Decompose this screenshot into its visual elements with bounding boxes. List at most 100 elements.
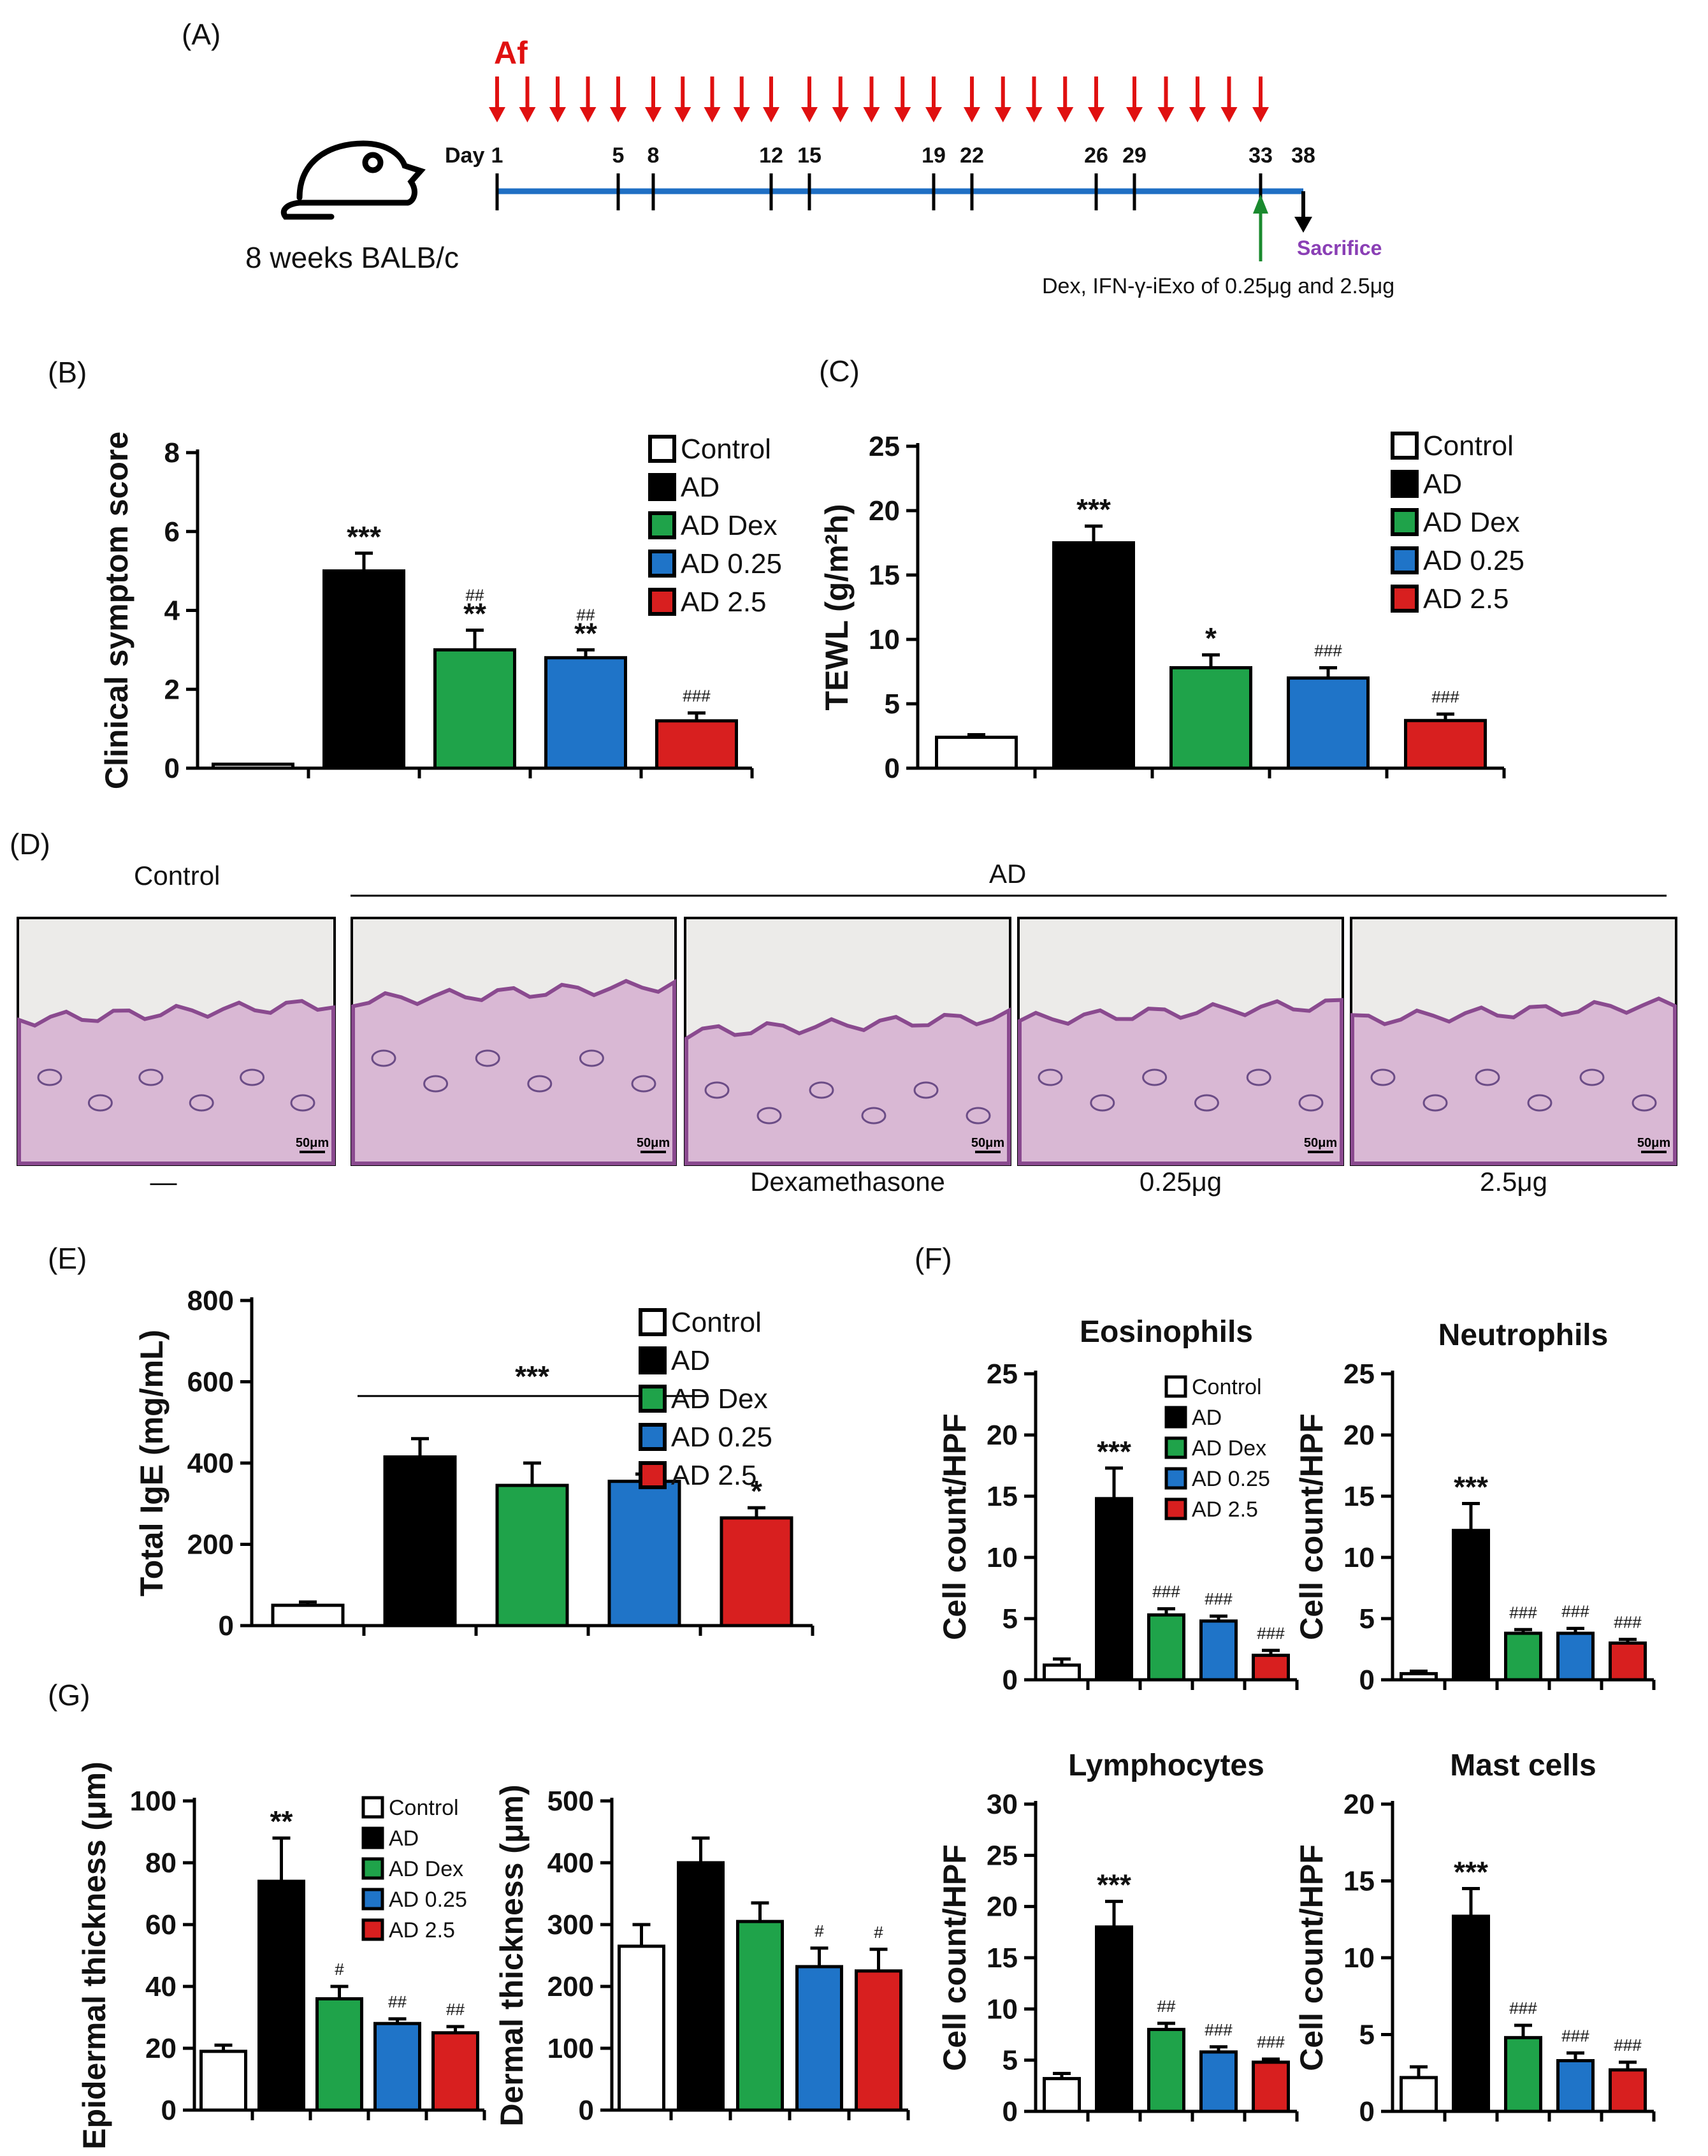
af-arrow-head <box>1252 107 1269 122</box>
bar-ad-2-5 <box>655 719 738 770</box>
af-arrow-head <box>1025 107 1043 122</box>
af-arrow-head <box>832 107 849 122</box>
day-label: Day <box>445 143 484 168</box>
histology-image-5: 50μm 2.5μg <box>1350 917 1677 1197</box>
hair-follicle <box>189 1094 214 1112</box>
y-tick-label: 4 <box>164 595 180 627</box>
bar-ad-2-5 <box>1252 2060 1290 2113</box>
day-12-label: 12 <box>759 143 783 168</box>
legend-label: AD 0.25 <box>389 1888 467 1912</box>
scale-bar-label: 50μm <box>637 1136 670 1150</box>
legend-swatch <box>648 550 676 578</box>
bar-ad-dex <box>1147 1613 1185 1682</box>
y-tick-label: 10 <box>1343 1942 1375 1974</box>
hair-follicle <box>809 1081 834 1099</box>
hair-follicle <box>1194 1094 1219 1112</box>
hair-follicle <box>966 1107 991 1125</box>
hair-follicle <box>1038 1068 1063 1086</box>
legend-label: AD 2.5 <box>1192 1497 1258 1522</box>
day-5-label: 5 <box>612 143 625 168</box>
ad-header: AD <box>989 859 1026 889</box>
y-tick-label: 20 <box>869 495 900 527</box>
hair-follicle <box>704 1081 730 1099</box>
tissue-section <box>1350 996 1677 1165</box>
legend-swatch <box>1164 1436 1187 1459</box>
y-axis-label: Clinical symptom score <box>99 432 134 789</box>
af-arrow-head <box>1157 107 1175 122</box>
significance-stars: *** <box>347 520 381 553</box>
histology-caption: 0.25μg <box>1140 1167 1222 1197</box>
y-tick-label: 2 <box>164 674 180 705</box>
hair-follicle <box>1370 1068 1396 1086</box>
histology-caption: 2.5μg <box>1480 1167 1547 1197</box>
legend-label: AD Dex <box>389 1857 463 1881</box>
significance-hashes: ### <box>1205 1589 1233 1608</box>
hair-follicle <box>1246 1068 1271 1086</box>
legend-swatch <box>361 1796 384 1819</box>
af-arrow-head <box>733 107 750 122</box>
significance-hashes: ### <box>1561 2026 1589 2045</box>
tissue-section <box>684 1007 1011 1165</box>
day-22-label: 22 <box>960 143 984 168</box>
y-tick-label: 10 <box>1343 1542 1375 1573</box>
legend-swatch <box>1164 1467 1187 1490</box>
bar-control <box>199 2050 247 2112</box>
panel-label: (G) <box>48 1679 90 1712</box>
significance-hashes: ### <box>1431 687 1459 706</box>
legend-swatch <box>361 1826 384 1849</box>
legend-label: AD <box>1192 1406 1222 1430</box>
y-axis-label: Cell count/HPF <box>1294 1413 1329 1640</box>
bar-control <box>212 762 294 770</box>
bar-ad <box>383 1455 457 1628</box>
hair-follicle <box>1090 1094 1115 1112</box>
hair-follicle <box>87 1094 113 1112</box>
legend-swatch <box>648 588 676 616</box>
legend-label: AD 0.25 <box>671 1422 772 1453</box>
control-header: Control <box>134 861 220 891</box>
significance-stars: ** <box>463 597 486 630</box>
histology-image-3: 50μm Dexamethasone <box>684 917 1011 1197</box>
sacrifice-label: Sacrifice <box>1297 237 1382 259</box>
bar-ad-0-25 <box>1556 1631 1595 1682</box>
bar-ad <box>677 1861 725 2112</box>
y-tick-label: 15 <box>987 1942 1018 1974</box>
bar-ad <box>257 1879 305 2112</box>
hair-follicle <box>579 1049 604 1067</box>
bar-ad-dex <box>1147 2027 1185 2113</box>
legend-label: AD <box>681 472 720 503</box>
af-arrow-head <box>610 107 626 122</box>
y-tick-label: 60 <box>145 1909 177 1941</box>
legend-label: AD <box>671 1345 710 1376</box>
y-tick-label: 0 <box>1359 1664 1375 1696</box>
legend-label: AD 2.5 <box>389 1918 455 1942</box>
y-tick-label: 40 <box>145 1971 177 2002</box>
hair-follicle <box>290 1094 315 1112</box>
bar-control <box>618 1944 665 2112</box>
treatment-label: Dex, IFN-γ-iExo of 0.25μg and 2.5μg <box>1042 274 1394 298</box>
day-38-label: 38 <box>1291 143 1315 168</box>
mouse-icon <box>280 140 426 220</box>
bar-control <box>1043 2077 1081 2113</box>
legend-label: AD 2.5 <box>1423 583 1509 615</box>
significance-hashes: # <box>814 1921 824 1941</box>
legend-swatch <box>361 1918 384 1941</box>
bar-ad-0-25 <box>1199 1619 1238 1682</box>
legend-label: AD 2.5 <box>681 586 767 618</box>
y-tick-label: 5 <box>1359 1603 1375 1635</box>
day-29-label: 29 <box>1122 143 1147 168</box>
af-label: Af <box>494 35 528 71</box>
legend-label: AD 2.5 <box>671 1460 757 1491</box>
y-tick-label: 15 <box>1343 1481 1375 1512</box>
treatment-arrow <box>1253 194 1268 261</box>
bar-ad-0-25 <box>544 656 627 770</box>
bar-ad-2-5 <box>855 1969 902 2112</box>
af-arrow-head <box>863 107 880 122</box>
hair-follicle <box>138 1068 164 1086</box>
mouse-strain-label: 8 weeks BALB/c <box>245 241 459 274</box>
y-tick-label: 15 <box>869 560 900 591</box>
significance-hashes: ## <box>1157 1997 1176 2016</box>
significance-stars: *** <box>1076 493 1111 526</box>
y-tick-label: 100 <box>130 1786 177 1817</box>
